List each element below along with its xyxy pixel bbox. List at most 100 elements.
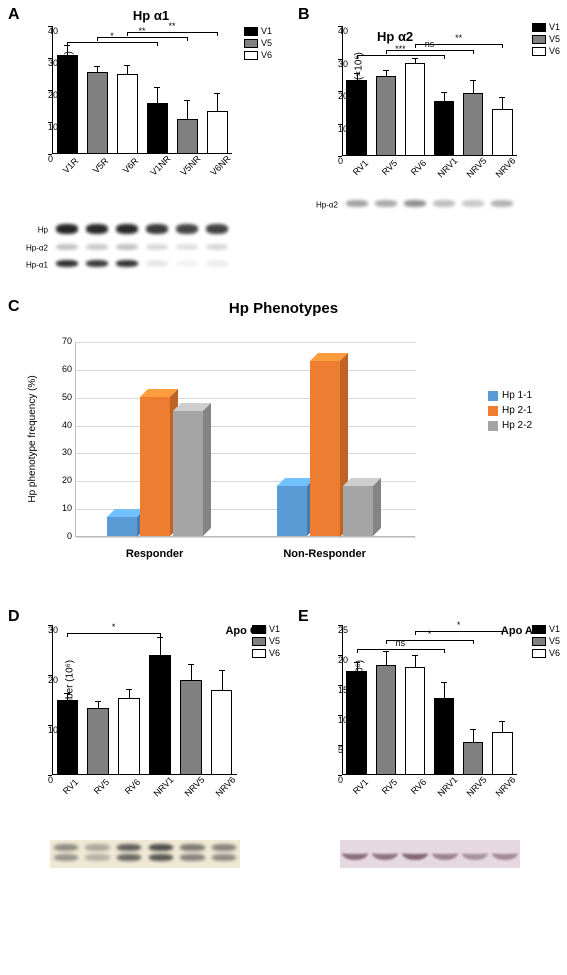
x-tick-label: NRV1 [436,156,460,180]
legend-item: V6 [532,648,560,658]
panel-a-chart: Pixelunber (×10⁶) 010203040V1RV5RV6RV1NR… [52,26,232,154]
panel-c-title: Hp Phenotypes [10,300,557,317]
blot-band [85,854,109,861]
y-tick-label: 40 [62,420,76,430]
bar3d-front [343,486,373,536]
bar3d-front [277,486,307,536]
y-tick-label: 20 [338,91,342,101]
panel-a: A Hp α1 Pixelunber (×10⁶) 010203040V1RV5… [10,8,272,208]
chart-bar [87,72,108,154]
x-tick-label: V1NR [149,154,173,178]
panel-e-label: E [298,608,309,626]
x-tick-label: RV6 [409,158,428,177]
x-tick-label: NRV5 [465,156,489,180]
blot-label: Hp-α2 [26,244,52,253]
chart-bar [346,671,366,775]
panel-b-chart: Pixelunber (×10⁶) Hp α2 010203040RV1RV5R… [342,26,517,156]
y-tick-label: 50 [62,392,76,402]
blot-band [86,224,109,234]
blot-band [116,244,139,250]
legend-item: V1 [532,624,560,634]
panel-c-chart: Hp phenotype frequency (%) 0102030405060… [75,342,415,537]
blot-band [433,200,455,207]
blot-band [462,846,487,860]
blot-band [375,200,397,207]
chart-bar [434,101,454,156]
y-tick-label: 20 [48,675,52,685]
y-tick-label: 25 [338,625,342,635]
panel-c-legend: Hp 1-1 Hp 2-1 Hp 2-2 [488,390,532,435]
blot-band [402,846,427,860]
blot-band [54,854,78,861]
panel-d-legend: V1V5V6 [252,624,280,660]
x-group-label: Non-Responder [283,548,366,560]
legend-item: V5 [244,38,272,48]
y-tick-label: 10 [48,725,52,735]
blot-band [346,200,368,207]
chart-bar [57,700,79,775]
chart-bar [118,698,140,776]
legend-item: Hp 1-1 [488,390,532,401]
x-tick-label: V1R [61,156,80,175]
x-tick-label: RV1 [350,777,369,796]
legend-item: V6 [252,648,280,658]
blot-band [180,854,204,861]
chart-bar [434,698,454,775]
y-tick-label: 30 [48,58,52,68]
y-tick-label: 10 [338,715,342,725]
chart-bar [463,742,483,775]
chart-bar [180,680,202,775]
x-tick-label: RV1 [61,777,80,796]
panel-e-blot [340,840,520,868]
x-group-label: Responder [126,548,183,560]
y-tick-label: 20 [48,90,52,100]
blot-band [116,260,139,267]
panel-b-label: B [298,6,310,24]
x-tick-label: RV6 [123,777,142,796]
x-tick-label: RV1 [350,158,369,177]
x-tick-label: RV6 [409,777,428,796]
sig-label: * [110,31,114,41]
blot-band [212,844,236,851]
x-tick-label: NRV6 [494,156,518,180]
legend-item: V6 [532,46,560,56]
chart-bar [149,655,171,775]
bar3d-front [140,397,170,536]
blot-band [176,260,199,267]
chart-bar [492,732,512,775]
x-tick-label: V6NR [209,154,233,178]
chart-bar [207,111,228,154]
y-tick-label: 10 [48,122,52,132]
legend-item: Hp 2-2 [488,420,532,431]
blot-band [146,224,169,234]
panel-a-title: Hp α1 [30,8,272,23]
y-tick-label: 5 [338,745,342,755]
bar3d-front [310,361,340,537]
x-tick-label: RV5 [380,158,399,177]
x-tick-label: NRV1 [151,775,175,799]
panel-e-chart: Pixelnumber (10⁶) Apo AII 0510152025RV1R… [342,625,517,775]
bar3d-front [107,517,137,537]
blot-band [117,844,141,851]
y-tick-label: 20 [338,655,342,665]
y-tick-label: 0 [67,531,76,541]
y-tick-label: 30 [338,59,342,69]
blot-band [206,244,229,250]
sig-label: ** [138,26,145,36]
chart-bar [376,76,396,156]
blot-band [86,260,109,267]
panel-b-legend: V1V5V6 [532,22,560,58]
blot-band [176,224,199,234]
sig-label: * [457,620,461,630]
x-tick-label: V5R [91,156,110,175]
sig-label: ** [455,33,462,43]
legend-item: V1 [532,22,560,32]
blot-band [206,224,229,234]
y-tick-label: 20 [62,475,76,485]
y-tick-label: 70 [62,336,76,346]
blot-band [56,260,79,267]
y-tick-label: 0 [338,156,342,166]
legend-item: Hp 2-1 [488,405,532,416]
panel-a-blots: HpHp-α2Hp-α1 [52,222,232,275]
y-tick-label: 40 [338,26,342,36]
